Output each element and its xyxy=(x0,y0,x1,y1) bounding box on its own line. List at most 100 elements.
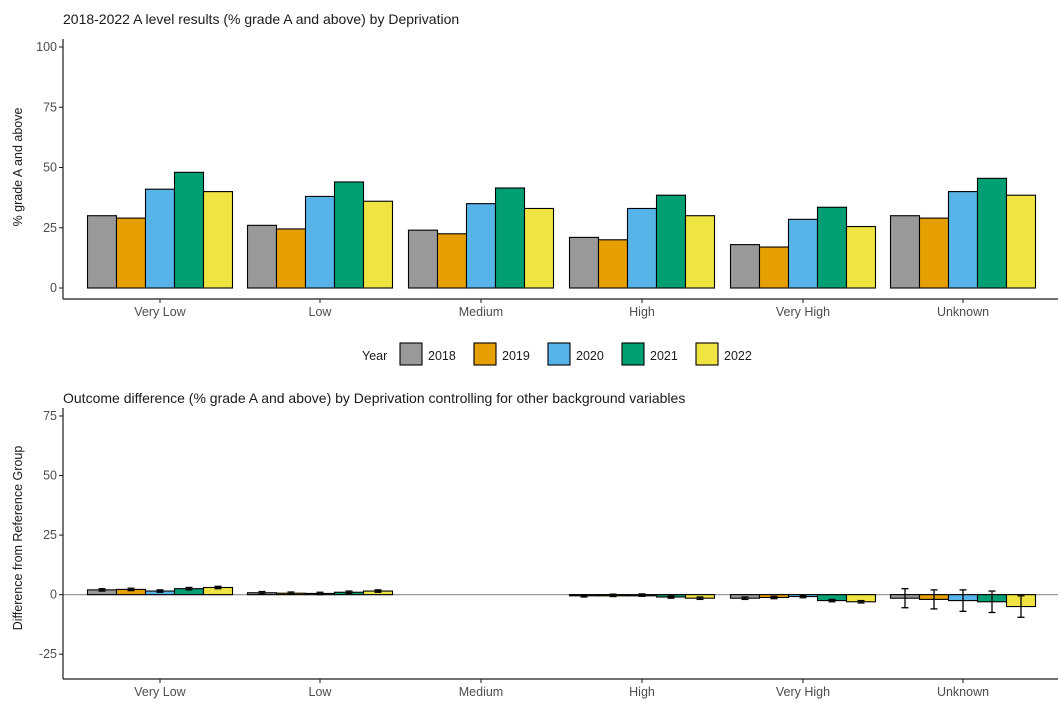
y-tick-label: 75 xyxy=(43,100,57,114)
y-axis-label-bottom: Difference from Reference Group xyxy=(11,446,25,631)
x-tick-label: Unknown xyxy=(937,685,989,699)
legend-label: 2019 xyxy=(502,349,530,363)
x-tick-label: High xyxy=(629,305,655,319)
error-bar xyxy=(930,589,938,610)
bar-2022-medium xyxy=(523,207,555,289)
bar-2021-medium xyxy=(494,187,526,289)
y-tick-label: 25 xyxy=(43,528,57,542)
x-tick-label: Low xyxy=(309,685,333,699)
error-bar xyxy=(799,594,807,599)
error-bar xyxy=(667,595,675,599)
error-bar xyxy=(374,589,382,593)
error-bar xyxy=(638,593,646,597)
bar-2021-high xyxy=(655,194,687,289)
legend-swatch xyxy=(695,342,719,366)
bar-2022-low xyxy=(362,200,394,289)
y-tick-label: -25 xyxy=(39,647,57,661)
bar-2020-very-low xyxy=(144,188,176,289)
error-bar xyxy=(741,596,749,601)
error-bar xyxy=(609,593,617,598)
legend-item-2018: 2018 xyxy=(399,342,456,366)
y-axis-label-top: % grade A and above xyxy=(11,108,25,227)
bar-2022-high xyxy=(684,215,716,289)
error-bar xyxy=(901,588,909,609)
panel-bottom: Outcome difference (% grade A and above)… xyxy=(11,390,1058,699)
legend-item-2019: 2019 xyxy=(473,342,530,366)
bar-2018-unknown xyxy=(889,215,921,289)
error-bar xyxy=(214,585,222,590)
bar-2019-unknown xyxy=(918,217,950,289)
error-bar xyxy=(185,586,193,591)
y-tick-label: 0 xyxy=(50,588,57,602)
error-bar xyxy=(857,599,865,604)
y-tick-label: 50 xyxy=(43,161,57,175)
error-bar xyxy=(1017,595,1025,618)
error-bar xyxy=(580,593,588,598)
chart-title-top: 2018-2022 A level results (% grade A and… xyxy=(63,11,459,27)
legend-swatch xyxy=(621,342,645,366)
y-tick-label: 50 xyxy=(43,469,57,483)
error-bar xyxy=(316,591,324,596)
panel-top: 2018-2022 A level results (% grade A and… xyxy=(11,11,1058,319)
bar-2019-medium xyxy=(436,233,468,289)
bar-2019-low xyxy=(275,228,307,289)
legend-label: 2022 xyxy=(724,349,752,363)
x-tick-label: Medium xyxy=(459,305,503,319)
x-tick-label: High xyxy=(629,685,655,699)
x-tick-label: Medium xyxy=(459,685,503,699)
bar-2018-medium xyxy=(407,229,439,289)
error-bar xyxy=(127,587,135,592)
legend-swatch xyxy=(399,342,423,366)
legend-item-2022: 2022 xyxy=(695,342,752,366)
y-tick-label: 0 xyxy=(50,281,57,295)
legend-item-2020: 2020 xyxy=(547,342,604,366)
bar-2018-low xyxy=(246,224,278,289)
chart-title-bottom: Outcome difference (% grade A and above)… xyxy=(63,390,685,406)
legend: Year 2018 2019 2020 2021 2022 xyxy=(362,342,752,366)
y-tick-label: 75 xyxy=(43,409,57,423)
bar-2018-high xyxy=(568,236,600,289)
error-bar xyxy=(770,595,778,600)
bar-2022-very-high xyxy=(845,225,877,289)
x-tick-label: Very High xyxy=(776,305,830,319)
bar-2020-medium xyxy=(465,203,497,289)
bar-2020-high xyxy=(626,207,658,289)
bar-2022-unknown xyxy=(1005,194,1037,289)
bar-2021-very-high xyxy=(816,206,848,289)
bar-2020-unknown xyxy=(947,191,979,289)
error-bar xyxy=(696,596,704,601)
bar-2018-very-low xyxy=(86,215,118,289)
bar-2018-very-high xyxy=(729,244,761,289)
legend-swatch xyxy=(547,342,571,366)
legend-title: Year xyxy=(362,349,387,363)
bar-2020-low xyxy=(304,195,336,289)
x-tick-label: Very High xyxy=(776,685,830,699)
error-bar xyxy=(287,591,295,596)
bar-2021-unknown xyxy=(976,177,1008,289)
error-bar xyxy=(345,590,353,595)
y-tick-label: 25 xyxy=(43,221,57,235)
x-tick-label: Very Low xyxy=(134,685,186,699)
error-bar xyxy=(988,590,996,614)
error-bar xyxy=(98,588,106,592)
bar-2019-high xyxy=(597,239,629,289)
x-tick-label: Very Low xyxy=(134,305,186,319)
bar-2021-low xyxy=(333,181,365,289)
legend-label: 2020 xyxy=(576,349,604,363)
y-tick-label: 100 xyxy=(36,40,57,54)
bar-2019-very-high xyxy=(758,246,790,289)
bar-2022-very-low xyxy=(202,191,234,289)
error-bar xyxy=(156,589,164,593)
error-bar xyxy=(828,598,836,603)
legend-label: 2021 xyxy=(650,349,678,363)
legend-item-2021: 2021 xyxy=(621,342,678,366)
error-bar xyxy=(959,589,967,612)
legend-swatch xyxy=(473,342,497,366)
error-bar xyxy=(258,590,266,595)
legend-label: 2018 xyxy=(428,349,456,363)
x-tick-label: Low xyxy=(309,305,333,319)
bar-2019-very-low xyxy=(115,217,147,289)
x-tick-label: Unknown xyxy=(937,305,989,319)
